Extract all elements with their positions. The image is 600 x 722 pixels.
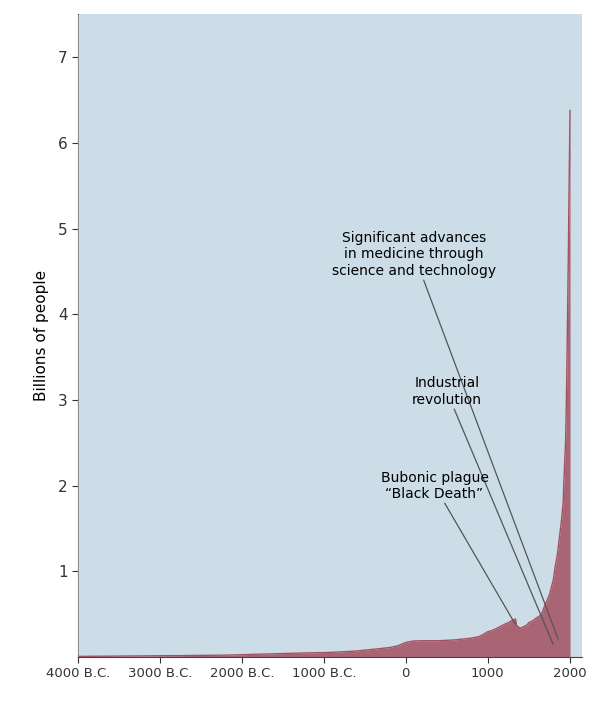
Text: Industrial
revolution: Industrial revolution xyxy=(412,376,553,644)
Text: Significant advances
in medicine through
science and technology: Significant advances in medicine through… xyxy=(332,231,558,639)
Text: Bubonic plague
“Black Death”: Bubonic plague “Black Death” xyxy=(380,471,515,624)
Y-axis label: Billions of people: Billions of people xyxy=(34,270,49,401)
